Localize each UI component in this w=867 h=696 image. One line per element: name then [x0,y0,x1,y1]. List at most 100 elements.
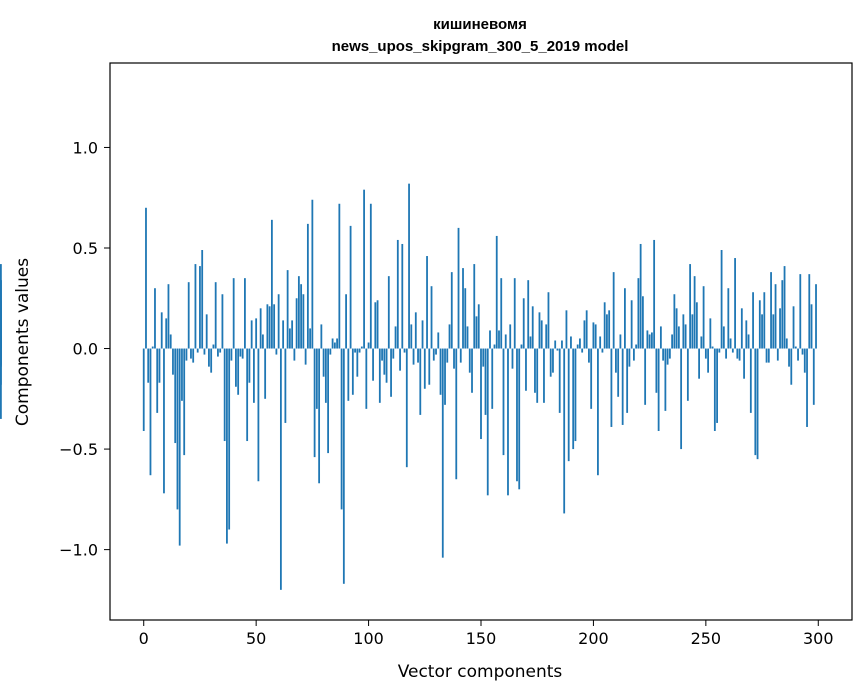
bar [423,348,426,389]
bar [273,304,276,349]
bar [156,348,159,413]
bar [383,348,386,375]
bar [176,348,179,510]
bar [803,348,806,373]
bar [0,308,2,349]
bar [149,348,152,476]
bar [399,348,401,371]
x-axis-ticks: 0 50 100 150 200 250 300 [139,620,834,648]
bar [608,310,611,349]
bar [790,348,793,385]
bar [277,294,280,349]
bar [603,302,606,349]
bar [253,348,255,403]
bar [172,348,174,375]
bar [781,280,784,349]
bar [686,348,689,401]
bar [374,302,377,349]
bar [275,348,278,355]
bar [169,334,172,349]
bar [304,348,307,365]
bar [797,348,799,361]
bar [214,282,217,349]
bar [448,324,451,349]
bar [677,326,680,349]
x-axis-label: Vector components [398,662,563,682]
bar [722,326,725,349]
bar [435,348,437,355]
bar [378,348,381,403]
bar [414,312,417,349]
bar [342,348,345,584]
bar [581,348,584,353]
bar [734,258,736,349]
bar [230,348,233,361]
bar [266,304,269,349]
bar [154,288,156,349]
y-tick-label: −1.0 [59,541,98,560]
bar [713,348,716,431]
bar [248,348,251,383]
bar [738,348,741,361]
bar [336,338,338,349]
bar [695,302,698,349]
bar [232,278,235,349]
bar [610,348,613,427]
bar-series [0,183,817,590]
bar [810,304,813,349]
bar [493,344,496,349]
bar [284,348,287,423]
bar [0,348,2,419]
bar [320,324,323,349]
bar [765,348,768,363]
bar [167,284,170,349]
bar [194,264,197,349]
bar [561,340,563,349]
bar [619,334,622,349]
bar [318,348,321,484]
bar [363,189,365,349]
bar [142,348,145,431]
chart-title-line2: news_upos_skipgram_300_5_2019 model [332,38,629,55]
bar [0,264,2,349]
bar [776,348,779,361]
bar [520,344,523,349]
bar [727,288,730,349]
bar [574,348,577,442]
bar [358,348,361,353]
bar [691,314,694,349]
bar [302,294,305,349]
bar [639,243,642,349]
bar [279,348,282,590]
bar [700,336,703,349]
bar [704,348,707,359]
bar [763,292,766,349]
bar [347,348,350,401]
bar [291,320,294,349]
bar [475,316,478,349]
bar [385,348,388,383]
y-axis-ticks: −1.0 −0.5 0.0 0.5 1.0 [59,138,110,560]
bar [662,348,665,361]
bar [394,326,397,349]
bar [725,348,727,359]
bar [621,348,624,425]
bar [473,264,476,349]
bar [637,278,640,349]
bar [565,310,568,349]
bar [754,348,757,456]
bar [563,348,566,514]
bar [439,348,442,395]
bar [484,348,487,415]
bar [743,348,745,379]
bar [536,348,539,403]
bar [178,348,181,546]
bar [196,348,199,353]
bar [205,314,208,349]
bar [151,346,154,349]
bar [199,266,201,349]
bar [558,348,561,413]
bar [426,256,428,349]
bar [740,308,743,349]
bar [462,268,464,349]
